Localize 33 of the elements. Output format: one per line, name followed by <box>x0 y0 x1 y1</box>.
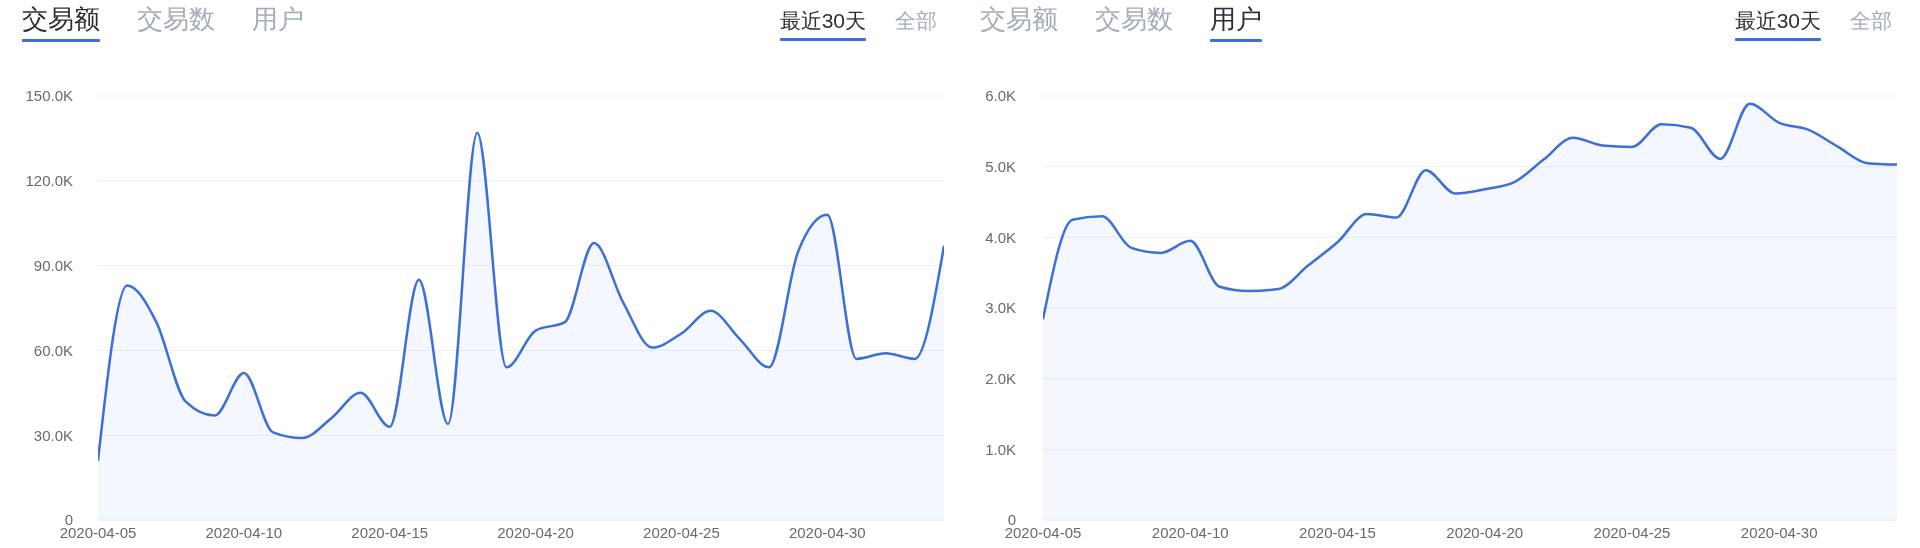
x-tick-label: 2020-04-15 <box>351 523 429 541</box>
y-tick-label: 30.0K <box>33 426 73 444</box>
text: 全部 <box>895 8 937 33</box>
y-tick-label: 1.0K <box>985 440 1016 458</box>
x-tick-label: 2020-04-10 <box>1151 523 1229 541</box>
text: 全部 <box>1850 8 1892 33</box>
x-tick-label: 2020-04-20 <box>497 523 574 541</box>
y-tick-label: 6.0K <box>985 87 1016 105</box>
x-tick-label: 2020-04-30 <box>788 523 866 541</box>
y-tick-label: 2.0K <box>985 369 1016 387</box>
x-tick-label: 2020-04-25 <box>643 523 720 541</box>
text: 交易数 <box>1095 4 1173 34</box>
y-tick-label: 0 <box>64 511 73 529</box>
text: 用户 <box>252 4 304 34</box>
x-tick-label: 2020-04-10 <box>205 523 283 541</box>
x-tick-label: 2020-04-25 <box>1593 523 1671 541</box>
x-tick-label: 2020-04-30 <box>1740 523 1818 541</box>
y-tick-label: 60.0K <box>33 341 73 359</box>
y-tick-label: 120.0K <box>25 172 73 190</box>
y-tick-label: 3.0K <box>985 299 1016 317</box>
text: 交易额 <box>22 4 100 34</box>
x-tick-label: 2020-04-20 <box>1446 523 1524 541</box>
y-tick-label: 5.0K <box>985 157 1016 175</box>
text: 交易额 <box>980 4 1058 34</box>
y-tick-label: 4.0K <box>985 228 1016 246</box>
text: 最近30天 <box>1734 8 1821 33</box>
text: 交易数 <box>137 4 215 34</box>
y-tick-label: 150.0K <box>25 87 73 105</box>
text: 最近30天 <box>779 8 866 33</box>
y-tick-label: 90.0K <box>33 256 73 274</box>
x-tick-label: 2020-04-15 <box>1299 523 1376 541</box>
y-tick-label: 0 <box>1007 511 1016 529</box>
text: 用户 <box>1210 4 1262 34</box>
